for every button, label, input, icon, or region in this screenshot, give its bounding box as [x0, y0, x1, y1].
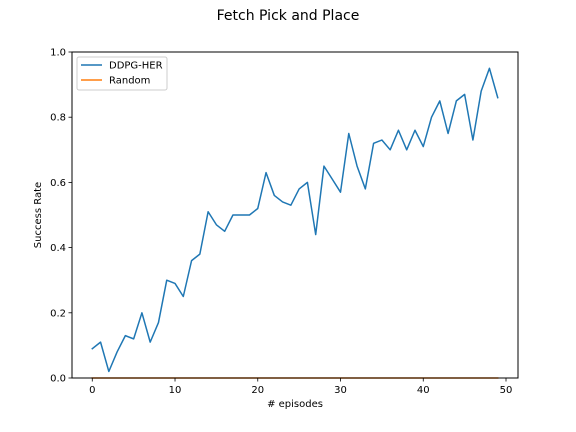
- y-axis-label: Success Rate: [33, 182, 44, 248]
- legend-label: DDPG-HER: [109, 61, 163, 72]
- y-tick-label: 0.2: [50, 308, 66, 319]
- x-tick-label: 50: [500, 385, 513, 396]
- x-axis-ticks: 0 10 20 30 40 50: [89, 378, 512, 396]
- legend: DDPG-HER Random: [76, 56, 168, 91]
- y-tick-label: 1.0: [50, 48, 66, 59]
- series-line-ddpg-her: [91, 67, 499, 373]
- x-tick-label: 10: [169, 385, 182, 396]
- y-tick-label: 0.4: [50, 243, 66, 254]
- legend-label: Random: [109, 76, 150, 87]
- chart-title: Fetch Pick and Place: [217, 8, 360, 24]
- x-axis-label: # episodes: [267, 399, 323, 410]
- y-tick-label: 0.6: [50, 178, 66, 189]
- plot-frame: [71, 51, 519, 379]
- y-axis-ticks: 0.0 0.2 0.4 0.6 0.8 1.0: [50, 48, 72, 385]
- x-tick-label: 20: [251, 385, 264, 396]
- y-tick-label: 0.8: [50, 113, 66, 124]
- x-tick-label: 30: [334, 385, 347, 396]
- plot-lines: [91, 67, 499, 379]
- x-tick-label: 0: [89, 385, 95, 396]
- y-tick-label: 0.0: [50, 374, 66, 385]
- x-tick-label: 40: [417, 385, 430, 396]
